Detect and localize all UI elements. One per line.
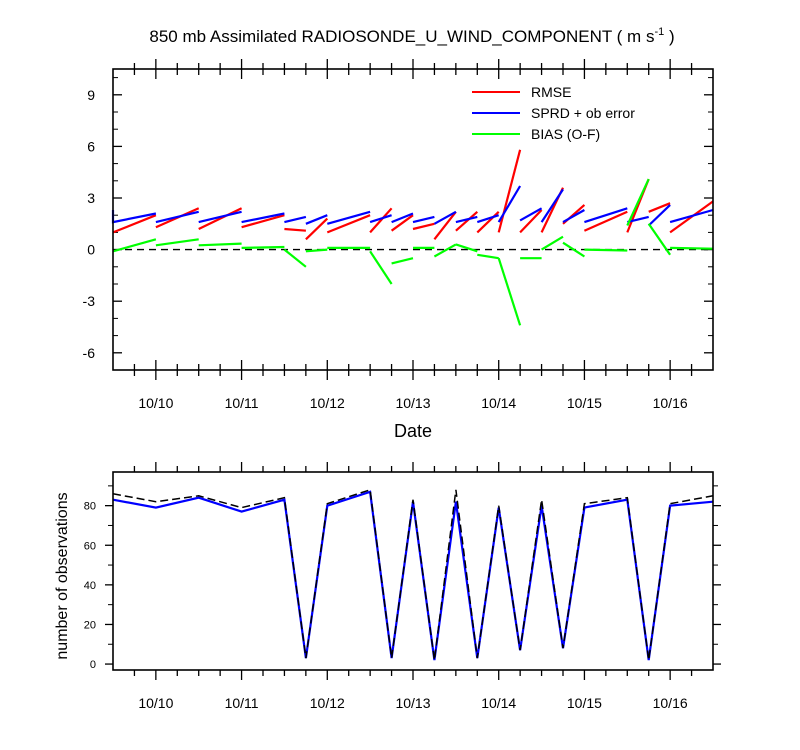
y-axis-label: number of observations: [54, 492, 71, 659]
series-line: [305, 214, 328, 225]
series-line: [648, 202, 671, 213]
series-line: [433, 210, 457, 225]
series-line: [369, 207, 393, 234]
series-line: [455, 210, 479, 232]
top-panel: -6 -3 0 3 6 9 10/10 10/11 10/12 10/13 10/14 10/15 10…: [83, 59, 714, 411]
series-line: [455, 215, 478, 224]
legend-label: RMSE: [531, 84, 571, 100]
x-tick-label: 10/11: [225, 695, 259, 711]
x-tick-label: 10/10: [138, 695, 173, 711]
y-tick-label: 80: [84, 501, 96, 513]
x-tick-label: 10/15: [567, 695, 602, 711]
series-line: [497, 257, 522, 326]
x-axis-label: Date: [394, 421, 432, 441]
y-tick-label: 3: [87, 190, 95, 206]
series-line: [241, 245, 285, 249]
y-tick-label: 60: [84, 540, 96, 552]
series-line: [455, 243, 478, 253]
series-line: [112, 214, 157, 234]
series-line: [390, 214, 414, 232]
series-line: [626, 178, 650, 226]
series-line: [369, 214, 392, 224]
series-line: [198, 207, 243, 230]
series-line: [412, 215, 435, 224]
top-tick-labels: -6 -3 0 3 6 9 10/10 10/11 10/12 10/13 10/14 10/15 10…: [83, 87, 688, 411]
y-tick-label: 40: [84, 580, 96, 592]
x-tick-label: 10/16: [653, 395, 688, 411]
y-tick-label: 9: [87, 87, 95, 103]
legend-label: BIAS (O-F): [531, 126, 600, 142]
series-line: [283, 248, 307, 268]
top-series-lines: [111, 149, 714, 326]
series-line: [562, 241, 585, 258]
series-line: [540, 188, 564, 223]
x-tick-label: 10/16: [653, 695, 688, 711]
series-line: [284, 227, 306, 232]
series-line: [497, 185, 522, 223]
bottom-axis-ticks: [105, 462, 721, 680]
series-line: [241, 214, 285, 229]
obs-series-line: [112, 488, 714, 661]
top-plot-frame: [112, 68, 714, 371]
series-line: [433, 211, 457, 240]
legend: RMSE SPRD + ob error BIAS (O-F): [472, 84, 635, 142]
series-line: [198, 210, 242, 224]
series-line: [284, 215, 307, 224]
bottom-tick-labels: 0 20 40 60 80 10/10 10/11 10/12 10/13 10/14 10/15 1…: [84, 501, 688, 711]
series-line: [198, 242, 242, 247]
series-line: [541, 235, 564, 251]
series-line: [497, 149, 522, 233]
series-line: [155, 210, 199, 224]
bottom-series-lines: [112, 488, 714, 661]
x-tick-label: 10/13: [395, 695, 430, 711]
series-line: [111, 210, 157, 224]
series-line: [583, 210, 628, 232]
series-line: [433, 243, 457, 258]
y-tick-label: 0: [87, 242, 95, 258]
series-line: [647, 223, 672, 256]
x-tick-label: 10/15: [567, 395, 602, 411]
series-line: [584, 248, 628, 252]
series-line: [391, 257, 414, 265]
series-line: [670, 246, 714, 250]
series-line: [647, 204, 671, 227]
y-tick-label: 20: [84, 619, 96, 631]
x-tick-label: 10/14: [481, 695, 516, 711]
series-line: [562, 209, 585, 224]
chart-title: 850 mb Assimilated RADIOSONDE_U_WIND_COM…: [149, 26, 674, 46]
obs-series-line: [112, 490, 714, 661]
series-line: [369, 250, 393, 285]
x-tick-label: 10/14: [481, 395, 516, 411]
series-line: [584, 207, 628, 224]
series-line: [477, 253, 499, 260]
series-line: [241, 212, 285, 224]
series-line: [327, 210, 371, 225]
series-line: [305, 248, 328, 253]
series-line: [627, 215, 649, 224]
legend-label: SPRD + ob error: [531, 105, 635, 121]
x-tick-label: 10/13: [395, 395, 430, 411]
series-line: [669, 208, 714, 224]
y-tick-label: -3: [83, 293, 96, 309]
series-line: [155, 238, 199, 247]
x-tick-label: 10/12: [310, 395, 345, 411]
y-tick-label: 0: [90, 659, 96, 671]
series-line: [519, 207, 543, 222]
x-tick-label: 10/12: [310, 695, 345, 711]
x-tick-label: 10/11: [225, 395, 259, 411]
series-line: [305, 217, 329, 241]
y-tick-label: 6: [87, 138, 95, 154]
series-line: [476, 214, 500, 224]
x-tick-label: 10/10: [138, 395, 173, 411]
bottom-plot-frame: [112, 471, 714, 671]
series-line: [391, 212, 414, 224]
series-line: [326, 214, 371, 234]
y-tick-label: -6: [83, 345, 96, 361]
series-line: [519, 209, 543, 234]
series-line: [112, 238, 157, 253]
series-line: [412, 222, 435, 231]
bottom-panel: 0 20 40 60 80 10/10 10/11 10/12 10/13 10/14 10/15 1…: [84, 462, 721, 711]
